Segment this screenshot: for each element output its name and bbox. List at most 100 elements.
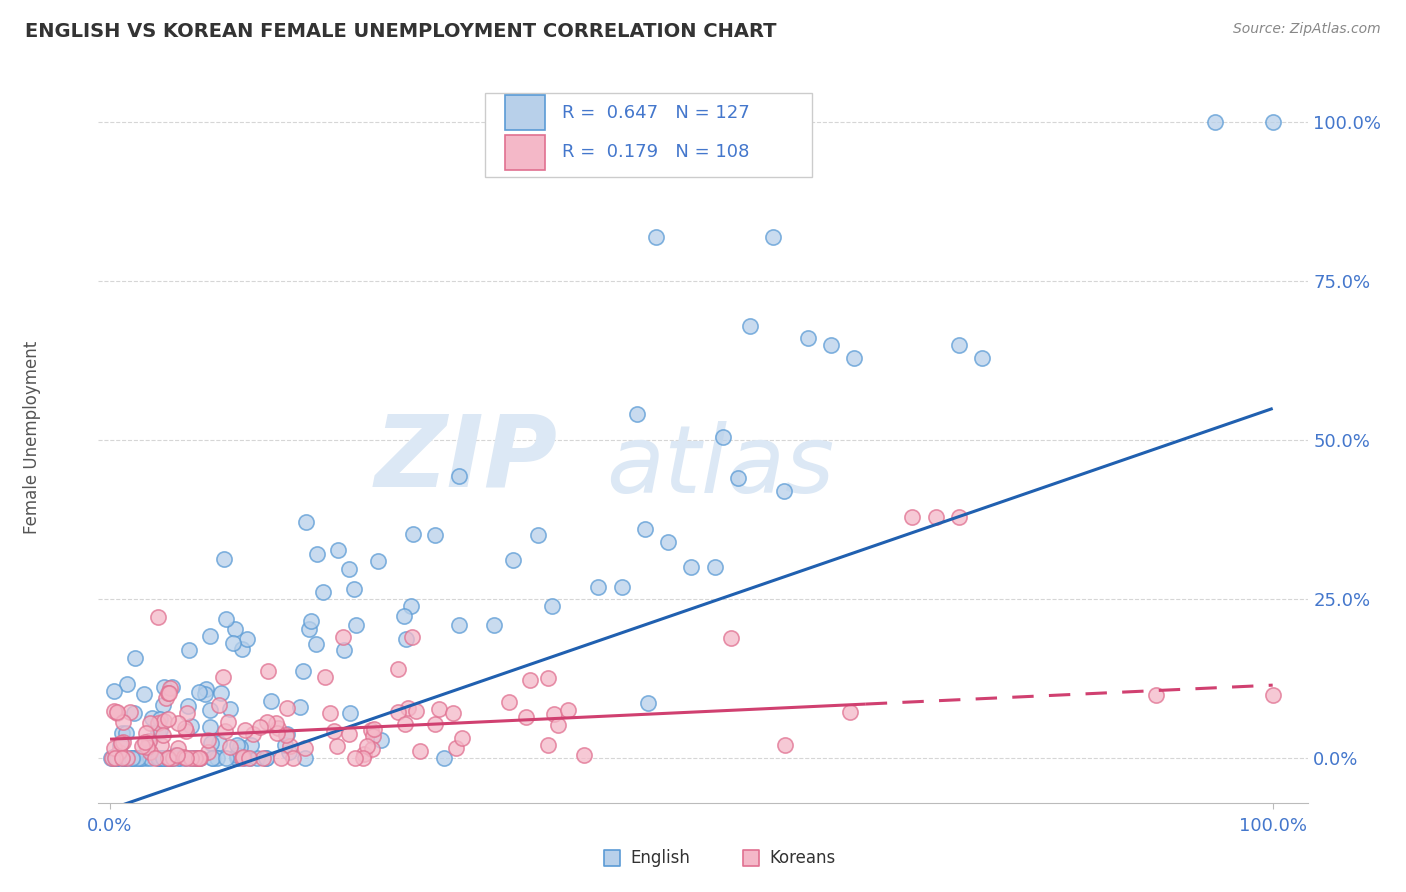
Point bbox=[405, 705, 427, 719]
Point bbox=[1144, 688, 1167, 702]
Point bbox=[610, 580, 633, 594]
Point bbox=[360, 742, 382, 756]
Point bbox=[703, 560, 725, 574]
Point bbox=[155, 690, 177, 705]
Point bbox=[105, 751, 128, 765]
Point bbox=[208, 736, 231, 750]
Point bbox=[186, 751, 208, 765]
Point bbox=[173, 750, 195, 764]
Point bbox=[249, 720, 271, 734]
Point bbox=[187, 751, 209, 765]
Point bbox=[103, 704, 125, 718]
Point bbox=[201, 751, 224, 765]
Point bbox=[157, 686, 180, 700]
Point bbox=[276, 728, 298, 742]
Point bbox=[305, 638, 328, 652]
Point bbox=[231, 751, 253, 765]
Point bbox=[134, 734, 156, 748]
Point bbox=[156, 751, 179, 765]
Point bbox=[970, 351, 993, 365]
Point bbox=[543, 706, 565, 721]
Point bbox=[233, 723, 256, 737]
Point bbox=[291, 664, 314, 678]
Point bbox=[156, 751, 179, 765]
Point bbox=[409, 744, 432, 758]
Point bbox=[246, 751, 269, 765]
Point bbox=[180, 751, 202, 765]
Text: English: English bbox=[630, 848, 690, 867]
Point bbox=[593, 799, 616, 814]
Text: Source: ZipAtlas.com: Source: ZipAtlas.com bbox=[1233, 22, 1381, 37]
Point bbox=[527, 528, 550, 542]
Point bbox=[395, 632, 418, 646]
Point bbox=[115, 726, 138, 740]
Point bbox=[149, 712, 172, 726]
Point bbox=[711, 430, 734, 444]
Point bbox=[948, 509, 970, 524]
Point bbox=[205, 751, 228, 765]
Point bbox=[124, 650, 146, 665]
Point bbox=[901, 509, 924, 524]
Point bbox=[399, 599, 422, 613]
Text: ZIP: ZIP bbox=[375, 410, 558, 508]
Point bbox=[299, 615, 322, 629]
Point bbox=[139, 751, 162, 765]
Point bbox=[197, 745, 219, 759]
Point bbox=[224, 622, 246, 636]
Point bbox=[217, 715, 239, 730]
Point bbox=[588, 580, 610, 594]
Point bbox=[105, 751, 128, 765]
Point bbox=[343, 582, 366, 597]
Point bbox=[152, 680, 174, 694]
Point bbox=[447, 617, 470, 632]
Point bbox=[138, 716, 160, 731]
Point bbox=[104, 751, 127, 765]
Point bbox=[153, 714, 176, 729]
Point bbox=[152, 698, 174, 712]
Point bbox=[264, 716, 287, 731]
Point bbox=[138, 734, 160, 748]
Point bbox=[215, 612, 238, 626]
Point bbox=[218, 739, 240, 754]
Point bbox=[179, 642, 201, 657]
Point bbox=[314, 670, 336, 684]
Point bbox=[226, 751, 249, 765]
Point bbox=[344, 618, 367, 632]
Point bbox=[626, 407, 648, 421]
Point bbox=[212, 670, 235, 684]
Point bbox=[290, 700, 312, 714]
Point bbox=[112, 751, 135, 765]
Point bbox=[150, 739, 173, 753]
Point bbox=[266, 726, 288, 740]
Point bbox=[396, 701, 419, 715]
Point bbox=[111, 751, 134, 765]
Point bbox=[425, 717, 447, 731]
Point bbox=[122, 706, 145, 721]
Point bbox=[184, 751, 207, 765]
Point bbox=[108, 745, 131, 759]
Point bbox=[344, 751, 367, 765]
Point bbox=[498, 695, 520, 709]
Point bbox=[159, 681, 181, 695]
Point bbox=[129, 751, 152, 765]
Point bbox=[100, 751, 122, 765]
Point bbox=[226, 738, 249, 752]
Point bbox=[433, 751, 456, 765]
Point bbox=[239, 751, 262, 765]
Point bbox=[157, 713, 180, 727]
Point bbox=[238, 751, 260, 765]
Point bbox=[118, 705, 141, 719]
Point bbox=[392, 609, 415, 624]
Point bbox=[226, 748, 249, 763]
Point bbox=[276, 727, 298, 741]
Point bbox=[131, 739, 153, 753]
Point bbox=[427, 702, 450, 716]
Point bbox=[200, 720, 222, 734]
Point bbox=[222, 636, 245, 650]
Point bbox=[187, 684, 209, 698]
Point bbox=[194, 687, 217, 701]
Point bbox=[1261, 115, 1284, 129]
Point bbox=[547, 718, 569, 732]
Point bbox=[112, 734, 135, 748]
Point bbox=[502, 553, 524, 567]
